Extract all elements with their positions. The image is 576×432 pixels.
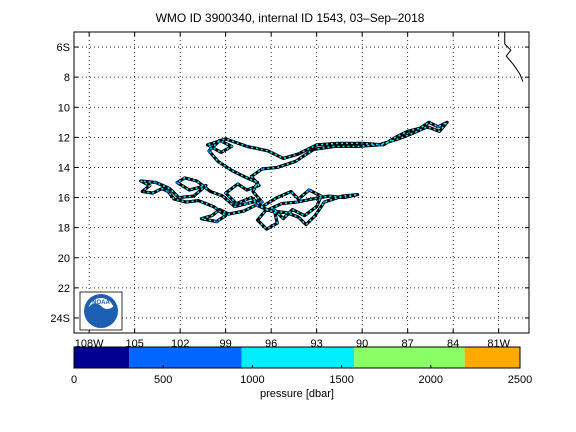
profile-point (303, 214, 306, 217)
colorbar-tick-label: 1000 (240, 374, 264, 386)
profile-point (166, 190, 170, 193)
profile-point (207, 149, 211, 153)
profile-point (219, 151, 223, 154)
profile-point (245, 188, 249, 192)
profile-point (175, 181, 179, 184)
trajectory-pressure-overlay (140, 121, 448, 231)
profile-point (272, 208, 276, 211)
colorbar-label: pressure [dbar] (260, 388, 334, 400)
profile-point (297, 152, 300, 156)
colorbar-ticks: 0 500 1000 1500 2000 2500 (71, 365, 532, 386)
profile-point (218, 208, 221, 211)
chart-title: WMO ID 3900340, internal ID 1543, 03–Sep… (156, 11, 425, 25)
profile-point (377, 143, 381, 147)
profile-point (209, 190, 212, 193)
colorbar-bin (74, 347, 130, 368)
colorbar-tick-label: 500 (154, 374, 172, 386)
profile-point (406, 130, 409, 133)
profile-point (360, 142, 364, 145)
profile-point (192, 194, 196, 198)
profile-point (297, 215, 300, 219)
colorbar-tick-label: 2500 (508, 374, 532, 386)
profile-point (260, 167, 264, 171)
profile-point (312, 148, 315, 151)
profile-point (245, 202, 249, 205)
colorbar-frame (73, 346, 521, 369)
profile-point (234, 202, 238, 205)
plot-frame (73, 31, 530, 334)
profile-point (275, 196, 279, 199)
colorbar-tick-label: 1500 (329, 374, 353, 386)
coastline-path (504, 32, 524, 82)
colorbar: 0 500 1000 1500 2000 2500 pressure [dbar] (71, 346, 532, 400)
colorbar-tick-label: 0 (71, 374, 77, 386)
profile-point (254, 203, 258, 207)
float-track (139, 120, 449, 231)
y-tick-label: 22 (58, 283, 70, 295)
y-tick-label: 6S (57, 42, 70, 54)
y-tick-label: 10 (58, 102, 70, 114)
profile-point (260, 200, 264, 204)
colorbar-bin (464, 347, 520, 368)
colorbar-bin (241, 347, 355, 368)
profile-point (197, 199, 200, 202)
y-tick-label: 8 (64, 72, 70, 84)
logo-text: NOAA (92, 300, 110, 306)
profile-point (154, 181, 158, 184)
profile-point (426, 125, 429, 129)
profile-point (322, 200, 326, 204)
profile-point (215, 220, 218, 223)
profile-point (140, 190, 144, 193)
colorbar-bin (129, 347, 242, 368)
logo-wave (88, 303, 114, 326)
profile-point (245, 145, 249, 148)
y-tick-label: 24S (50, 313, 70, 325)
y-tick-label: 16 (58, 193, 70, 205)
y-tick-label: 20 (58, 253, 70, 265)
profile-point (307, 188, 311, 192)
y-tick-label: 14 (58, 162, 70, 174)
profile-point (295, 200, 299, 204)
y-tick-label: 12 (58, 132, 70, 144)
colorbar-bins (74, 347, 520, 368)
colorbar-tick-label: 2000 (419, 374, 443, 386)
profile-point (342, 196, 346, 199)
map-axes: 108W 105 102 99 96 93 90 87 84 81W6S8101214161820… (50, 31, 530, 350)
noaa-logo: NOAA (79, 291, 123, 331)
y-tick-label: 18 (58, 223, 70, 235)
coastline (504, 32, 524, 82)
profile-point (242, 175, 246, 178)
colorbar-bin (354, 347, 465, 368)
profile-point (436, 125, 440, 129)
profile-point (256, 218, 259, 222)
